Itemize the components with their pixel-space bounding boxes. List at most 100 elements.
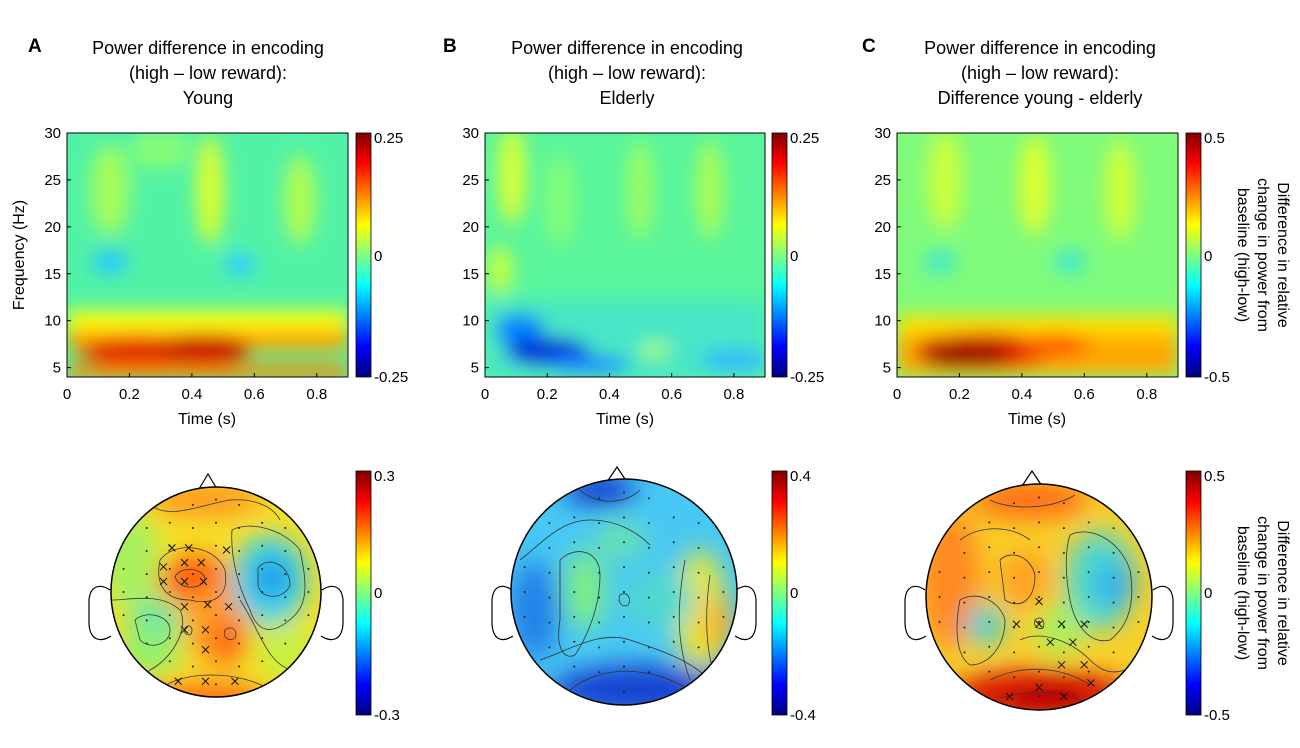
electrode-dot [261, 521, 264, 524]
panel-c-title: Power difference in encoding (high – low… [880, 36, 1200, 111]
colorbar-label-line: Difference in relative [1274, 182, 1291, 328]
electrode-dot [548, 596, 551, 599]
colorbar-max: 0.5 [1204, 130, 1225, 147]
left-ear-icon [491, 585, 514, 641]
y-tick-label: 10 [874, 313, 891, 330]
electrode-dot [1112, 527, 1115, 530]
panel-a-title: Power difference in encoding (high – low… [48, 36, 368, 111]
significant-electrode-cross [1080, 620, 1089, 628]
x-tick-label: 0.2 [949, 386, 970, 403]
electrode-dot [697, 596, 700, 599]
significant-electrode-cross [1012, 620, 1021, 628]
electrode-dot [1013, 601, 1016, 604]
electrode-dot [573, 541, 576, 544]
significant-electrode-cross [180, 577, 189, 586]
electrode-dot [672, 665, 675, 668]
electrode-dot [215, 521, 217, 524]
electrode-dot [623, 491, 625, 494]
electrode-dot [1062, 576, 1065, 579]
x-axis-label: Time (s) [596, 411, 654, 428]
electrode-dot [672, 615, 675, 618]
right-ear-icon [320, 585, 344, 641]
electrode-dot [647, 571, 650, 574]
colorbar-label-line: change in power from [1254, 516, 1271, 670]
electrode-dot [1062, 551, 1065, 554]
electrode-dot [168, 521, 171, 524]
significant-electrode-cross [1005, 692, 1014, 701]
electrode-dot [1137, 571, 1140, 574]
electrode-dot [988, 571, 991, 574]
electrode-dot [1013, 551, 1016, 554]
x-axis-label: Time (s) [178, 411, 236, 428]
electrode-dot [238, 596, 241, 599]
electrode-dot [215, 567, 217, 570]
electrode-dot [963, 551, 966, 554]
colorbar-label-line: baseline (high-low) [1234, 188, 1251, 322]
title-line: Power difference in encoding [92, 38, 324, 58]
electrode-dot [238, 665, 241, 668]
significant-electrode-cross [174, 677, 183, 686]
panel-letter-b: B [443, 36, 457, 57]
electrode-dot [284, 526, 287, 529]
colorbar-topo-b: 0.4 0 -0.4 [771, 468, 816, 724]
electrode-dot [215, 660, 217, 663]
y-tick-label: 10 [462, 313, 479, 330]
significant-electrode-cross [231, 677, 239, 686]
electrode-dot [168, 614, 171, 617]
electrode-dot [963, 601, 966, 604]
colorbar-mid: 0 [790, 585, 798, 602]
topo-c [904, 469, 1174, 711]
topo-a [88, 472, 344, 698]
colorbar-min: -0.25 [790, 369, 824, 386]
electrode-dot [573, 516, 576, 519]
y-tick-label: 20 [874, 219, 891, 236]
y-tick-label: 15 [462, 266, 479, 283]
colorbar-topo-c: 0.5 0 -0.5 Difference in relative change… [1185, 468, 1291, 724]
electrode-dot [1038, 645, 1040, 648]
significant-electrode-cross [197, 558, 206, 567]
x-tick-label: 0.4 [1011, 386, 1032, 403]
significant-electrode-cross [203, 600, 212, 609]
electrode-dot [238, 503, 241, 506]
electrode-dot [598, 621, 601, 624]
electrode-dot [1087, 546, 1090, 549]
electrode-dot [598, 546, 601, 549]
significant-electrode-cross [1087, 679, 1095, 687]
electrode-dot [1038, 571, 1040, 574]
electrode-dot [284, 596, 287, 599]
electrode-dot [647, 546, 650, 549]
colorbar-label-line: Difference in relative [1274, 520, 1291, 666]
electrode-dot [647, 621, 650, 624]
electrode-dot [261, 544, 264, 547]
x-tick-label: 0.8 [1136, 386, 1157, 403]
electrode-dot [573, 615, 576, 618]
electrode-dot [1038, 546, 1040, 549]
electrode-dot [238, 619, 241, 622]
electrode-dot [122, 591, 125, 593]
electrode-dot [1087, 596, 1090, 598]
electrode-dot [963, 626, 966, 629]
electrode-dot [623, 591, 625, 593]
title-line: (high – low reward): [128, 63, 288, 83]
electrode-dot [647, 671, 650, 674]
electrode-dot [988, 521, 991, 524]
significant-electrode-cross [1069, 638, 1077, 647]
electrode-dot [145, 642, 148, 645]
electrode-dot [238, 642, 241, 645]
electrode-dot [988, 546, 991, 549]
colorbar-max: 0.25 [790, 130, 819, 147]
significant-electrode-cross [201, 677, 210, 686]
electrode-dot [168, 637, 171, 640]
colorbar-max: 0.5 [1204, 468, 1225, 485]
electrode-dot [1112, 576, 1115, 579]
significant-electrode-cross [199, 577, 208, 586]
electrode-dot [261, 567, 264, 570]
significant-electrode-cross [1035, 597, 1043, 606]
electrode-dot [215, 637, 217, 640]
y-tick-label: 10 [44, 313, 61, 330]
electrode-dot [215, 683, 217, 686]
significant-electrode-cross [180, 602, 189, 611]
electrode-dot [548, 546, 551, 549]
electrode-dot [1013, 576, 1016, 579]
